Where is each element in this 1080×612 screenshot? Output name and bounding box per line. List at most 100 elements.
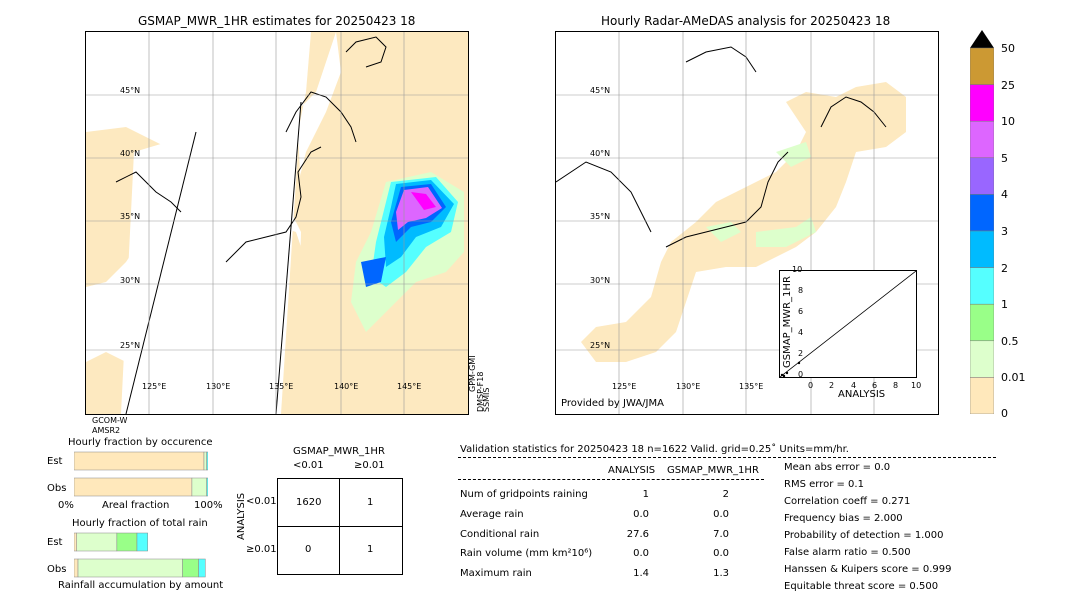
inset-xtick-10: 10 xyxy=(911,381,922,390)
occurrence-label-obs: Obs xyxy=(47,483,67,494)
colorbar-label-3: 3 xyxy=(1001,225,1008,238)
total-rain-chart-canvas xyxy=(73,532,206,578)
colorbar-label-10: 10 xyxy=(1001,115,1015,128)
colorbar-swatch xyxy=(969,303,995,342)
inset-xtick-2: 2 xyxy=(829,381,835,390)
left-map-canvas xyxy=(86,32,468,414)
colorbar-swatch xyxy=(969,120,995,159)
inset-ytick-10: 10 xyxy=(792,265,803,274)
occurrence-label-est: Est xyxy=(47,456,63,467)
inset-xtick-0: 0 xyxy=(808,381,814,390)
colorbar-canvas xyxy=(969,30,995,415)
inset-scatter-canvas xyxy=(779,270,917,378)
validation-row-analysis: 27.6 xyxy=(626,529,649,540)
inset-ytick-2: 2 xyxy=(798,349,804,358)
validation-row-analysis: 0.0 xyxy=(633,548,649,559)
contingency-col-2: ≥0.01 xyxy=(354,460,385,471)
right-lon-135: 135°E xyxy=(739,382,764,391)
right-lon-130: 130°E xyxy=(676,382,701,391)
colorbar-label-1: 1 xyxy=(1001,298,1008,311)
colorbar-label-5: 5 xyxy=(1001,152,1008,165)
left-lat-25: 25°N xyxy=(120,341,141,350)
inset-ytick-8: 8 xyxy=(798,286,804,295)
right-lat-35: 35°N xyxy=(590,212,611,221)
total-rain-bar-obs xyxy=(182,558,199,578)
left-lon-125: 125°E xyxy=(142,382,167,391)
left-lat-30: 30°N xyxy=(120,276,141,285)
right-lat-45: 45°N xyxy=(590,86,611,95)
left-map: 45°N 40°N 35°N 30°N 25°N 125°E 130°E 135… xyxy=(85,31,469,415)
right-map-title: Hourly Radar-AMeDAS analysis for 2025042… xyxy=(601,14,891,28)
occurrence-axis-mid: Areal fraction xyxy=(102,500,170,511)
validation-row-gsmap: 0.0 xyxy=(713,548,729,559)
total-rain-label-est: Est xyxy=(47,537,63,548)
colorbar-label-0: 0 xyxy=(1001,407,1008,420)
colorbar-label-50: 50 xyxy=(1001,42,1015,55)
colorbar-swatch xyxy=(969,230,995,268)
right-lat-40: 40°N xyxy=(590,149,611,158)
inset-ytick-6: 6 xyxy=(798,307,804,316)
inset-xtick-8: 8 xyxy=(893,381,899,390)
left-lon-130: 130°E xyxy=(206,382,231,391)
total-rain-title: Hourly fraction of total rain xyxy=(72,518,208,529)
total-rain-chart xyxy=(73,531,208,579)
total-rain-label-obs: Obs xyxy=(47,564,67,575)
score-hk: Hanssen & Kuipers score = 0.999 xyxy=(784,564,952,575)
validation-row-analysis: 1 xyxy=(642,489,649,500)
occurrence-bar-est xyxy=(73,451,205,471)
score-corr: Correlation coeff = 0.271 xyxy=(784,496,911,507)
score-bias: Frequency bias = 2.000 xyxy=(784,513,903,524)
colorbar-label-0.5: 0.5 xyxy=(1001,335,1019,348)
colorbar-label-0.01: 0.01 xyxy=(1001,371,1026,384)
colorbar-swatch xyxy=(969,267,995,305)
satellite-label-gcom: GCOM-W xyxy=(92,416,128,425)
score-ets: Equitable threat score = 0.500 xyxy=(784,581,939,592)
validation-row-gsmap: 2 xyxy=(722,489,729,500)
inset-xlabel: ANALYSIS xyxy=(838,389,886,400)
occurrence-title: Hourly fraction by occurence xyxy=(68,437,213,448)
colorbar-label-25: 25 xyxy=(1001,79,1015,92)
contingency-cell-b: 1 xyxy=(367,497,374,508)
inset-ytick-4: 4 xyxy=(798,328,804,337)
colorbar xyxy=(969,30,995,415)
occurrence-bar-obs xyxy=(206,477,209,497)
validation-row-gsmap: 1.3 xyxy=(713,568,729,579)
occurrence-bar-obs xyxy=(73,477,193,497)
total-rain-bar-obs xyxy=(73,558,79,578)
contingency-cell-c: 0 xyxy=(305,544,312,555)
validation-col-gsmap: GSMAP_MWR_1HR xyxy=(667,465,759,476)
validation-row-label: Rain volume (mm km²10⁶) xyxy=(460,548,593,559)
total-rain-bar-obs xyxy=(77,558,183,578)
colorbar-swatch xyxy=(969,47,995,85)
left-lon-140: 140°E xyxy=(334,382,359,391)
validation-divider xyxy=(458,457,996,458)
contingency-row-2: ≥0.01 xyxy=(246,544,277,555)
contingency-row-1: <0.01 xyxy=(246,496,277,507)
contingency-cell-a: 1620 xyxy=(296,497,322,508)
total-rain-footer: Rainfall accumulation by amount xyxy=(58,580,224,591)
colorbar-swatch xyxy=(969,194,995,232)
left-lon-145: 145°E xyxy=(397,382,422,391)
validation-row-analysis: 1.4 xyxy=(633,568,649,579)
total-rain-bar-obs xyxy=(198,558,206,578)
colorbar-label-2: 2 xyxy=(1001,262,1008,275)
colorbar-label-4: 4 xyxy=(1001,188,1008,201)
score-pod: Probability of detection = 1.000 xyxy=(784,530,944,541)
validation-row-label: Num of gridpoints raining xyxy=(460,489,588,500)
satellite-label-amsr2: AMSR2 xyxy=(92,426,121,435)
occurrence-chart xyxy=(73,450,209,498)
data-credit: Provided by JWA/JMA xyxy=(561,398,664,409)
left-lat-45: 45°N xyxy=(120,86,141,95)
occurrence-bar-obs xyxy=(191,477,207,497)
inset-scatter xyxy=(779,270,917,378)
validation-row-label: Maximum rain xyxy=(460,568,532,579)
validation-row-label: Conditional rain xyxy=(460,529,540,540)
total-rain-bar-est xyxy=(73,532,77,552)
left-map-title: GSMAP_MWR_1HR estimates for 20250423 18 xyxy=(138,14,416,28)
left-lat-40: 40°N xyxy=(120,149,141,158)
validation-subline xyxy=(458,479,764,480)
inset-ylabel: GSMAP_MWR_1HR xyxy=(782,276,793,368)
right-lon-125: 125°E xyxy=(612,382,637,391)
right-lat-30: 30°N xyxy=(590,276,611,285)
score-mae: Mean abs error = 0.0 xyxy=(784,462,891,473)
